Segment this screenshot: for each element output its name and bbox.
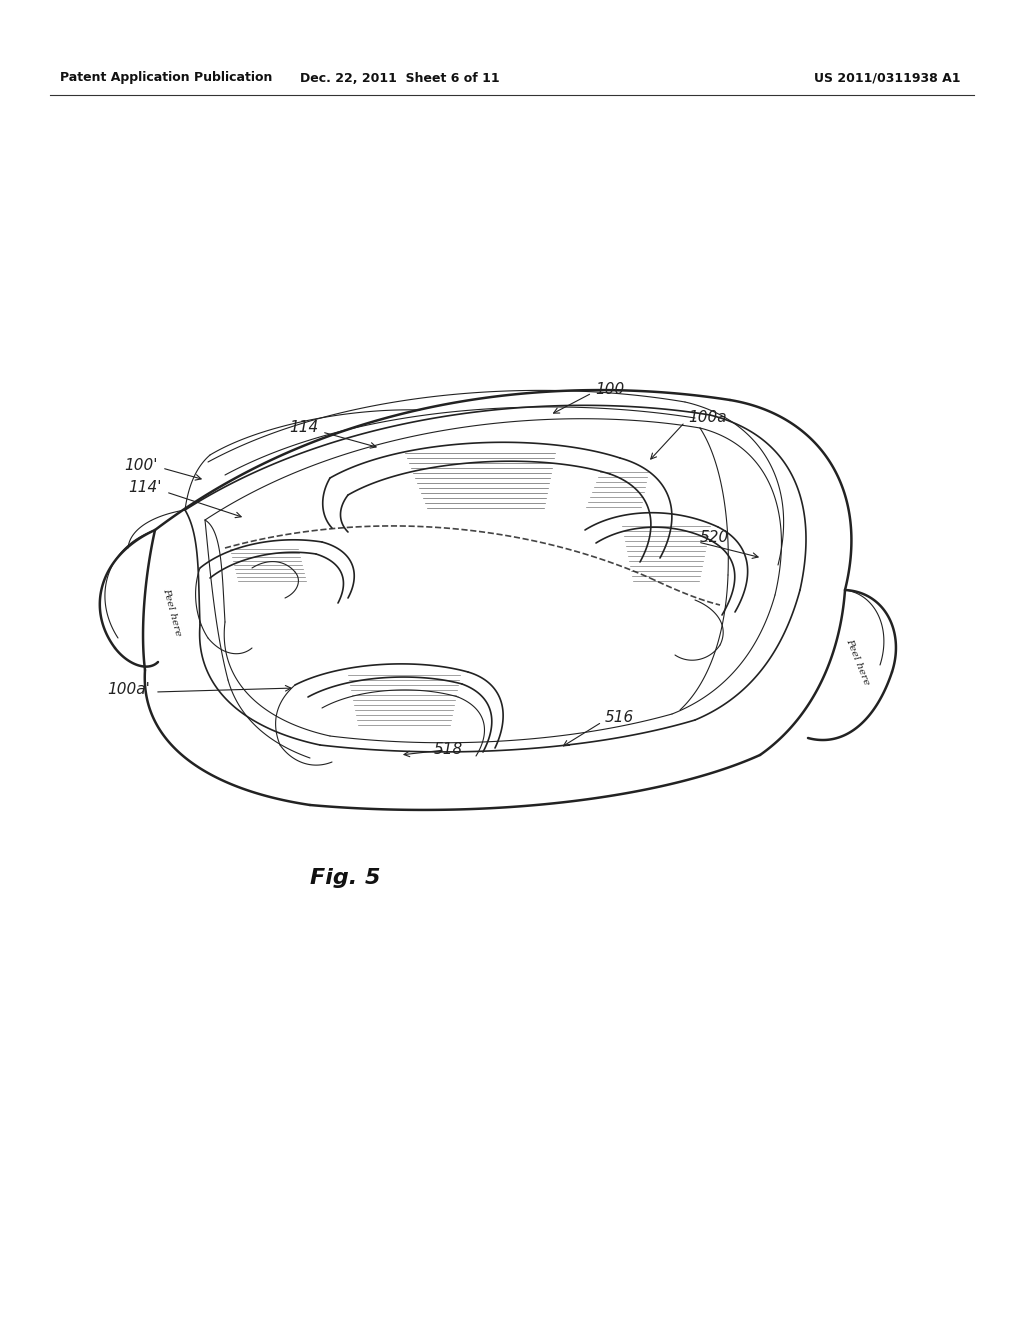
Text: 114': 114' xyxy=(128,480,162,495)
Text: 114: 114 xyxy=(289,421,318,436)
Text: Fig. 5: Fig. 5 xyxy=(309,869,380,888)
Text: 518: 518 xyxy=(433,742,463,756)
Text: Peel here: Peel here xyxy=(161,587,182,638)
Text: Dec. 22, 2011  Sheet 6 of 11: Dec. 22, 2011 Sheet 6 of 11 xyxy=(300,71,500,84)
Text: 100': 100' xyxy=(125,458,158,473)
Text: 100: 100 xyxy=(595,383,625,397)
Text: US 2011/0311938 A1: US 2011/0311938 A1 xyxy=(813,71,961,84)
Text: 100a: 100a xyxy=(688,411,727,425)
Text: 520: 520 xyxy=(700,531,729,545)
Text: Patent Application Publication: Patent Application Publication xyxy=(60,71,272,84)
Text: Peel here: Peel here xyxy=(845,638,871,686)
Text: 516: 516 xyxy=(605,710,634,726)
Text: 100a': 100a' xyxy=(108,682,150,697)
